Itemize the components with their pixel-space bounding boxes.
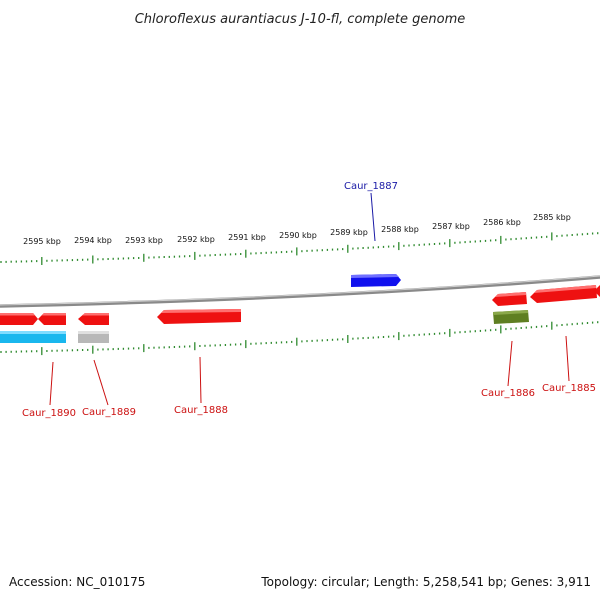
scale-label: 2587 kbp (432, 222, 470, 231)
gene-caur-1886[interactable] (492, 292, 527, 306)
scale-label: 2594 kbp (74, 236, 112, 245)
scale-label: 2586 kbp (483, 218, 521, 227)
scale-label: 2595 kbp (23, 237, 61, 246)
genome-backbone (0, 275, 600, 308)
gene-caur-1885[interactable] (530, 285, 597, 303)
locus-label-caur-1889: Caur_1889 (82, 407, 136, 418)
locus-label-caur-1885: Caur_1885 (542, 383, 596, 394)
scale-label: 2585 kbp (533, 213, 571, 222)
locus-label-caur-1887: Caur_1887 (344, 181, 398, 192)
label-leaders (49, 192, 570, 406)
scale-label: 2591 kbp (228, 233, 266, 242)
gene-caur-1888[interactable] (157, 309, 241, 324)
accession-label: Accession: NC_010175 (9, 575, 145, 589)
scale-label: 2593 kbp (125, 236, 163, 245)
locus-label-caur-1886: Caur_1886 (481, 388, 535, 399)
scale-label: 2592 kbp (177, 235, 215, 244)
scale-label: 2590 kbp (279, 231, 317, 240)
scale-label: 2588 kbp (381, 225, 419, 234)
genome-title: Chloroflexus aurantiacus J-10-fl, comple… (135, 12, 466, 27)
gene-caur-1890[interactable] (38, 313, 66, 325)
outer-scale-ticks (0, 232, 599, 265)
misc-feature-caur-1886[interactable] (493, 310, 529, 324)
scale-label: 2589 kbp (330, 228, 368, 237)
locus-label-caur-1890: Caur_1890 (22, 408, 76, 419)
inner-scale-ticks (0, 321, 599, 356)
rna-caur-1890[interactable] (0, 331, 66, 343)
genome-summary: Topology: circular; Length: 5,258,541 bp… (260, 575, 591, 589)
gene-partial-right[interactable] (594, 285, 600, 297)
locus-label-caur-1888: Caur_1888 (174, 405, 228, 416)
gene-caur-1889[interactable] (78, 313, 109, 325)
gene-caur-1890-a[interactable] (0, 313, 38, 325)
scale-labels: 2595 kbp 2594 kbp 2593 kbp 2592 kbp 2591… (23, 213, 571, 246)
gene-caur-1887[interactable] (351, 274, 401, 287)
pseudo-caur-1889[interactable] (78, 331, 109, 343)
